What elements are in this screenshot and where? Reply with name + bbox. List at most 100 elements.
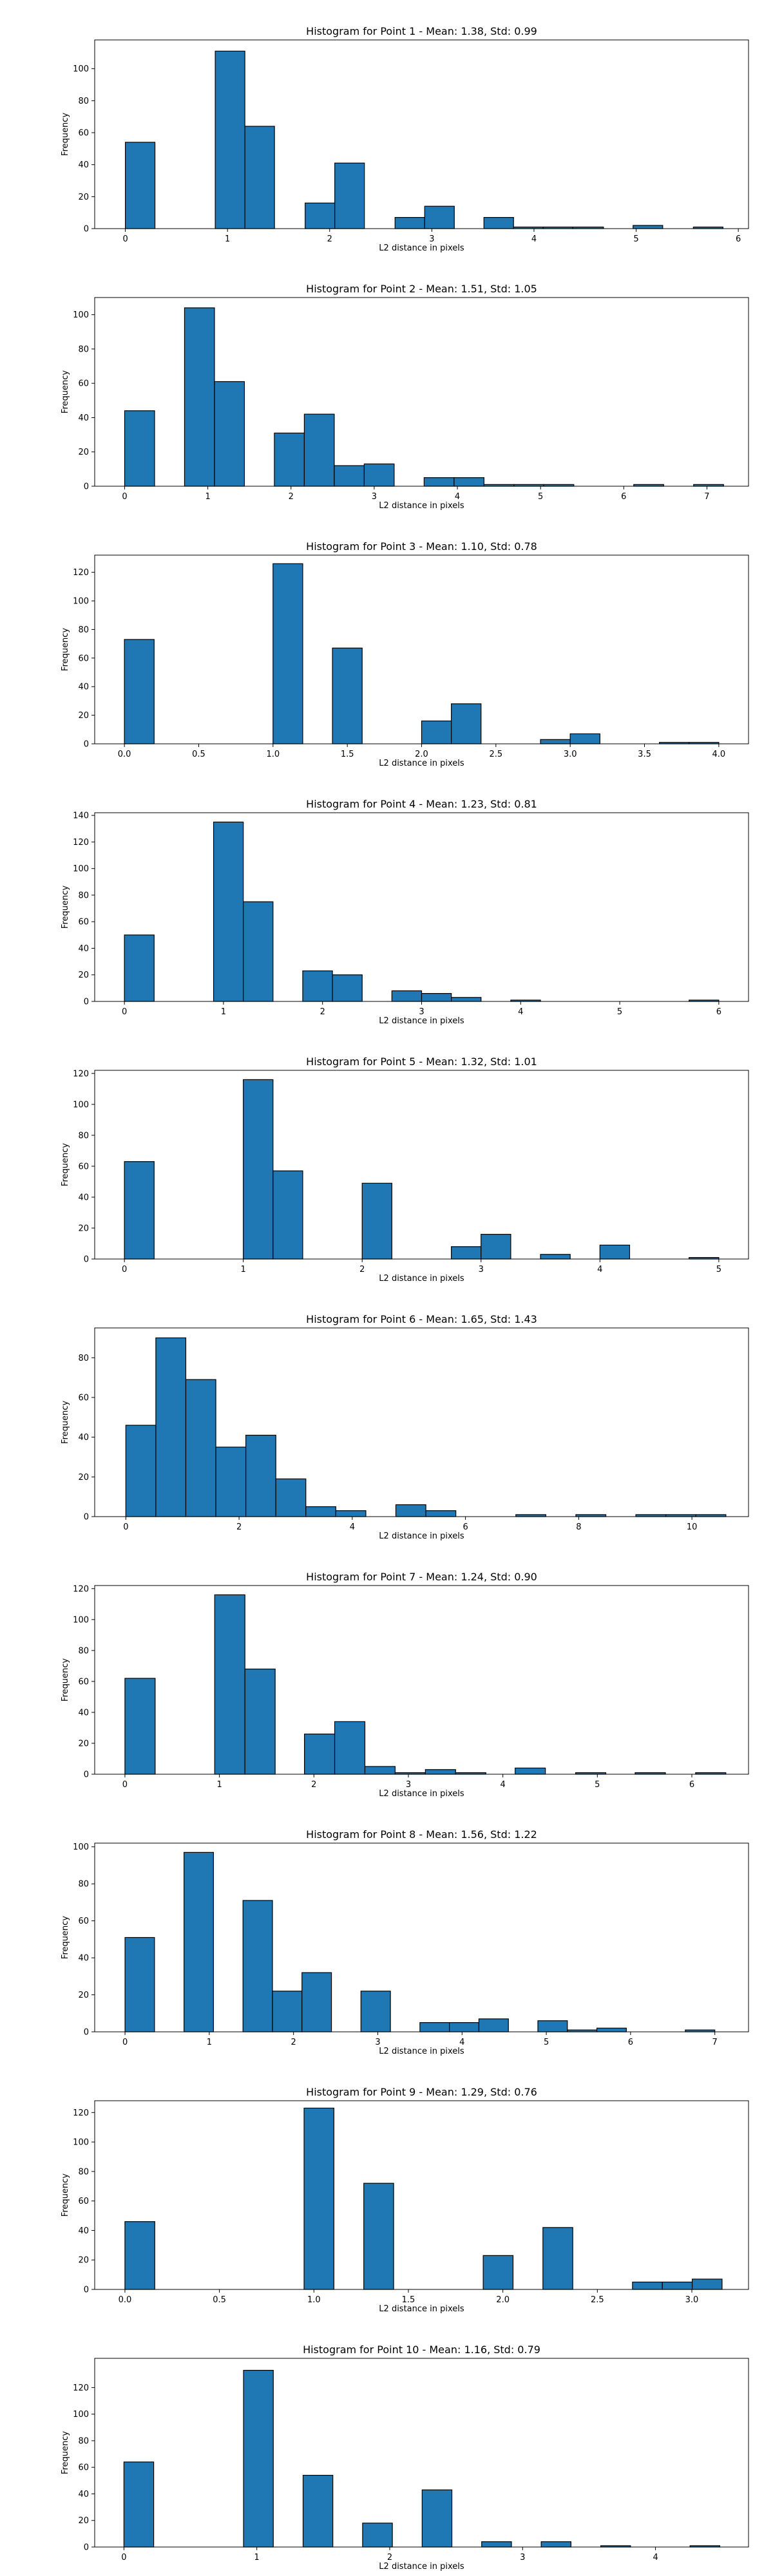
x-tick-label: 6 xyxy=(716,1007,721,1017)
axes-frame xyxy=(94,1585,749,1775)
histogram-bar xyxy=(569,733,600,744)
y-tick-label: 40 xyxy=(78,683,89,692)
x-tick-label: 4 xyxy=(350,1522,355,1532)
x-tick-label: 3 xyxy=(479,1265,484,1274)
histogram-bar xyxy=(360,1991,391,2032)
axes-frame xyxy=(94,1842,749,2032)
y-axis-label: Frequency xyxy=(61,1143,70,1186)
y-tick-label: 40 xyxy=(78,944,89,954)
histogram-bar xyxy=(272,1991,303,2032)
x-tick-label: 2.5 xyxy=(489,750,502,759)
x-tick-label: 0 xyxy=(122,1780,128,1790)
histogram-bar xyxy=(214,1594,245,1775)
y-tick-label: 20 xyxy=(78,1991,89,2000)
x-tick-label: 1.5 xyxy=(402,2295,415,2305)
y-tick-label: 120 xyxy=(73,568,89,578)
chart-title: Histogram for Point 9 - Mean: 1.29, Std:… xyxy=(306,2086,537,2098)
y-tick-label: 40 xyxy=(78,2490,89,2499)
histogram-bar xyxy=(124,142,156,229)
bars xyxy=(124,50,723,229)
x-tick-label: 0 xyxy=(122,492,127,502)
y-axis-label: Frequency xyxy=(61,886,70,929)
x-tick-label: 2 xyxy=(311,1780,316,1790)
x-tick-label: 2 xyxy=(320,1007,325,1017)
histogram-bar xyxy=(599,1244,631,1260)
y-tick-label: 60 xyxy=(78,918,89,927)
y-axis-label: Frequency xyxy=(61,113,70,156)
bars xyxy=(124,1079,720,1260)
histogram-bar xyxy=(125,1425,157,1517)
x-axis-label: L2 distance in pixels xyxy=(379,759,464,768)
x-tick-label: 2.0 xyxy=(415,750,428,759)
x-tick-label: 1.0 xyxy=(307,2295,321,2305)
x-tick-label: 5 xyxy=(633,234,638,244)
histogram-bar xyxy=(537,2020,568,2032)
axes-frame xyxy=(94,2100,749,2290)
histogram-chart-4: Histogram for Point 4 - Mean: 1.23, Std:… xyxy=(61,798,749,1026)
y-axis-label: Frequency xyxy=(61,2174,70,2217)
histogram-chart-2: Histogram for Point 2 - Mean: 1.51, Std:… xyxy=(61,283,749,511)
histogram-bar xyxy=(124,410,155,487)
y-tick-label: 80 xyxy=(78,1646,89,1656)
bars xyxy=(124,307,724,487)
histogram-bar xyxy=(394,217,425,229)
y-axis-label: Frequency xyxy=(61,1401,70,1444)
histogram-chart-6: Histogram for Point 6 - Mean: 1.65, Std:… xyxy=(61,1313,749,1541)
y-tick-label: 20 xyxy=(78,1473,89,1482)
x-axis-label: L2 distance in pixels xyxy=(379,501,464,511)
x-tick-label: 6 xyxy=(736,234,741,244)
x-tick-label: 1 xyxy=(254,2553,260,2562)
histogram-bar xyxy=(482,2255,514,2290)
chart-title: Histogram for Point 10 - Mean: 1.16, Std… xyxy=(303,2344,540,2356)
histogram-bar xyxy=(305,1506,336,1517)
histogram-bar xyxy=(275,1478,307,1517)
histogram-bar xyxy=(363,463,395,487)
histogram-bar xyxy=(391,990,423,1002)
histogram-bar xyxy=(272,563,303,744)
histogram-bar xyxy=(425,1510,457,1517)
histogram-chart-9: Histogram for Point 9 - Mean: 1.29, Std:… xyxy=(61,2086,749,2314)
histogram-bar xyxy=(334,162,365,229)
y-axis-label: Frequency xyxy=(61,370,70,413)
y-tick-label: 20 xyxy=(78,1739,89,1748)
bars xyxy=(124,1852,716,2032)
histogram-bar xyxy=(662,2281,693,2290)
histogram-bar xyxy=(155,1337,187,1517)
y-tick-label: 60 xyxy=(78,379,89,389)
x-tick-label: 0 xyxy=(122,2038,128,2047)
y-tick-label: 120 xyxy=(73,2108,89,2118)
x-tick-label: 1 xyxy=(225,234,230,244)
chart-title: Histogram for Point 7 - Mean: 1.24, Std:… xyxy=(306,1571,537,1583)
x-tick-label: 5 xyxy=(617,1007,622,1017)
y-tick-label: 0 xyxy=(84,998,89,1007)
bars xyxy=(124,2107,723,2290)
histogram-bar xyxy=(451,703,482,744)
x-tick-label: 10 xyxy=(687,1522,698,1532)
x-axis-label: L2 distance in pixels xyxy=(379,2047,464,2056)
y-tick-label: 100 xyxy=(73,1842,89,1852)
x-tick-label: 0 xyxy=(122,1007,127,1017)
x-tick-label: 6 xyxy=(621,492,626,502)
x-tick-label: 0.5 xyxy=(192,750,205,759)
histogram-bar xyxy=(245,1434,276,1517)
histogram-bar xyxy=(303,413,335,487)
histogram-bar xyxy=(423,477,455,487)
x-tick-label: 4.0 xyxy=(712,750,726,759)
histogram-bar xyxy=(419,2022,450,2032)
y-tick-label: 80 xyxy=(78,345,89,354)
x-tick-label: 4 xyxy=(455,492,460,502)
histogram-bar xyxy=(305,202,336,229)
y-tick-label: 0 xyxy=(84,482,89,492)
x-tick-label: 4 xyxy=(501,1780,506,1790)
y-tick-label: 60 xyxy=(78,1393,89,1403)
y-tick-label: 20 xyxy=(78,448,89,457)
x-tick-label: 1 xyxy=(205,492,210,502)
axes-frame xyxy=(94,1327,749,1517)
y-tick-label: 120 xyxy=(73,838,89,848)
histogram-bar xyxy=(540,739,571,744)
histogram-bar xyxy=(184,307,215,487)
y-tick-label: 20 xyxy=(78,1224,89,1233)
y-tick-label: 120 xyxy=(73,1069,89,1079)
x-tick-label: 6 xyxy=(628,2038,633,2047)
histogram-bar xyxy=(272,1170,303,1260)
